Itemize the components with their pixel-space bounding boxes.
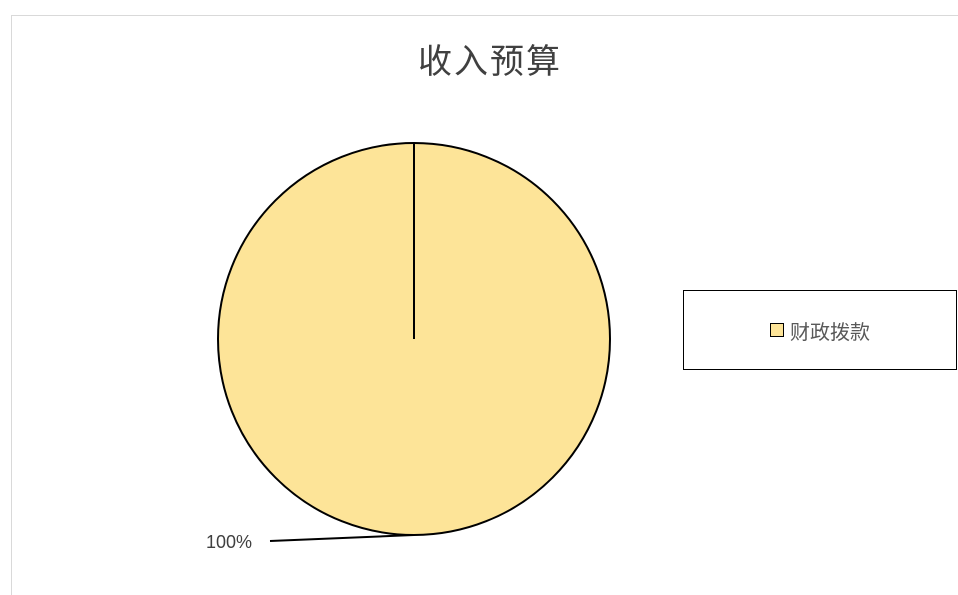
legend-label: 财政拨款	[790, 319, 870, 344]
chart-frame	[11, 15, 958, 595]
label-leader-line	[269, 534, 415, 542]
legend-swatch	[770, 323, 784, 337]
chart-title: 收入预算	[418, 42, 562, 82]
data-label: 100%	[206, 532, 253, 552]
legend: 财政拨款	[683, 290, 957, 370]
pie-chart	[217, 142, 611, 542]
legend-item: 财政拨款	[770, 316, 870, 345]
